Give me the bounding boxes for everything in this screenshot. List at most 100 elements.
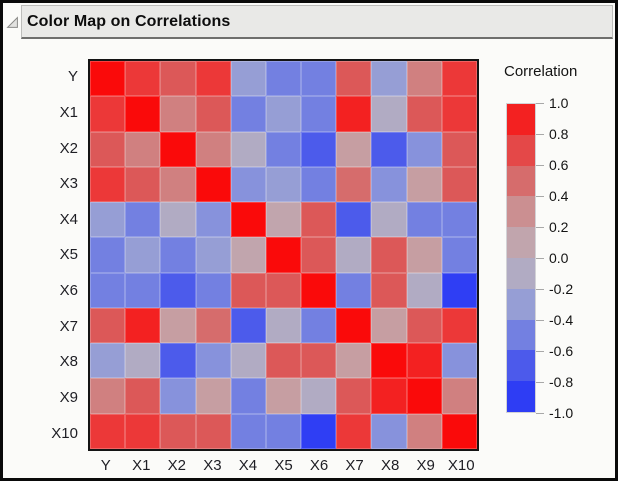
heatmap-cell[interactable] <box>195 166 231 203</box>
heatmap-cell[interactable] <box>406 272 442 308</box>
heatmap-cell[interactable] <box>336 343 372 379</box>
heatmap-cell[interactable] <box>230 61 266 97</box>
heatmap-cell[interactable] <box>301 61 337 97</box>
heatmap-cell[interactable] <box>90 272 126 308</box>
heatmap-cell[interactable] <box>125 202 161 238</box>
heatmap-cell[interactable] <box>230 307 266 344</box>
heatmap-cell[interactable] <box>265 96 302 132</box>
section-title-strip[interactable]: Color Map on Correlations <box>21 5 613 39</box>
heatmap-cell[interactable] <box>125 413 161 449</box>
heatmap-cell[interactable] <box>441 96 477 132</box>
heatmap-cell[interactable] <box>230 378 266 414</box>
heatmap-cell[interactable] <box>160 202 196 238</box>
heatmap-cell[interactable] <box>160 237 196 273</box>
heatmap-cell[interactable] <box>125 96 161 132</box>
heatmap-cell[interactable] <box>195 96 231 132</box>
heatmap-cell[interactable] <box>336 131 372 167</box>
heatmap-cell[interactable] <box>265 166 302 203</box>
heatmap-cell[interactable] <box>125 61 161 97</box>
heatmap-cell[interactable] <box>195 413 231 449</box>
heatmap-cell[interactable] <box>160 131 196 167</box>
heatmap-cell[interactable] <box>125 378 161 414</box>
heatmap-cell[interactable] <box>441 307 477 344</box>
heatmap-cell[interactable] <box>230 131 266 167</box>
heatmap-cell[interactable] <box>160 166 196 203</box>
heatmap-cell[interactable] <box>441 378 477 414</box>
heatmap-cell[interactable] <box>230 237 266 273</box>
heatmap-cell[interactable] <box>301 413 337 449</box>
heatmap-cell[interactable] <box>336 413 372 449</box>
heatmap-cell[interactable] <box>90 307 126 344</box>
disclosure-triangle-icon[interactable] <box>4 5 21 39</box>
heatmap-cell[interactable] <box>406 307 442 344</box>
heatmap-cell[interactable] <box>441 202 477 238</box>
heatmap-cell[interactable] <box>371 96 407 132</box>
heatmap-cell[interactable] <box>371 166 407 203</box>
heatmap-cell[interactable] <box>441 343 477 379</box>
heatmap-cell[interactable] <box>371 307 407 344</box>
heatmap-cell[interactable] <box>125 272 161 308</box>
heatmap-cell[interactable] <box>160 307 196 344</box>
heatmap-cell[interactable] <box>160 413 196 449</box>
heatmap-cell[interactable] <box>336 96 372 132</box>
heatmap-cell[interactable] <box>125 307 161 344</box>
heatmap-cell[interactable] <box>265 343 302 379</box>
heatmap-cell[interactable] <box>406 131 442 167</box>
heatmap-cell[interactable] <box>336 378 372 414</box>
heatmap-cell[interactable] <box>195 61 231 97</box>
heatmap-cell[interactable] <box>230 413 266 449</box>
heatmap-cell[interactable] <box>301 237 337 273</box>
heatmap-cell[interactable] <box>125 131 161 167</box>
heatmap-cell[interactable] <box>230 166 266 203</box>
heatmap-cell[interactable] <box>195 343 231 379</box>
heatmap-cell[interactable] <box>406 96 442 132</box>
heatmap-cell[interactable] <box>301 202 337 238</box>
heatmap-cell[interactable] <box>195 237 231 273</box>
heatmap-cell[interactable] <box>265 131 302 167</box>
heatmap-cell[interactable] <box>371 272 407 308</box>
heatmap-cell[interactable] <box>90 378 126 414</box>
heatmap-cell[interactable] <box>125 166 161 203</box>
heatmap-cell[interactable] <box>406 61 442 97</box>
heatmap-cell[interactable] <box>441 237 477 273</box>
heatmap-cell[interactable] <box>265 413 302 449</box>
heatmap-cell[interactable] <box>371 131 407 167</box>
heatmap-cell[interactable] <box>336 61 372 97</box>
heatmap-cell[interactable] <box>265 307 302 344</box>
heatmap-cell[interactable] <box>195 272 231 308</box>
heatmap-cell[interactable] <box>90 166 126 203</box>
heatmap-cell[interactable] <box>230 96 266 132</box>
heatmap-cell[interactable] <box>160 272 196 308</box>
heatmap-cell[interactable] <box>336 307 372 344</box>
heatmap-cell[interactable] <box>336 166 372 203</box>
heatmap-cell[interactable] <box>265 378 302 414</box>
heatmap-cell[interactable] <box>195 307 231 344</box>
heatmap-cell[interactable] <box>441 131 477 167</box>
heatmap-cell[interactable] <box>371 61 407 97</box>
heatmap-cell[interactable] <box>371 202 407 238</box>
heatmap-cell[interactable] <box>301 272 337 308</box>
heatmap-cell[interactable] <box>125 343 161 379</box>
heatmap-cell[interactable] <box>441 61 477 97</box>
heatmap-cell[interactable] <box>160 61 196 97</box>
heatmap-cell[interactable] <box>406 166 442 203</box>
heatmap-cell[interactable] <box>406 202 442 238</box>
heatmap-cell[interactable] <box>301 131 337 167</box>
heatmap-cell[interactable] <box>371 237 407 273</box>
heatmap-cell[interactable] <box>230 343 266 379</box>
heatmap-cell[interactable] <box>441 166 477 203</box>
heatmap-cell[interactable] <box>265 237 302 273</box>
heatmap-cell[interactable] <box>406 413 442 449</box>
heatmap-cell[interactable] <box>125 237 161 273</box>
heatmap-cell[interactable] <box>301 343 337 379</box>
heatmap-cell[interactable] <box>265 61 302 97</box>
heatmap-cell[interactable] <box>90 202 126 238</box>
heatmap-cell[interactable] <box>371 343 407 379</box>
heatmap-cell[interactable] <box>160 96 196 132</box>
heatmap-cell[interactable] <box>371 413 407 449</box>
heatmap-cell[interactable] <box>301 378 337 414</box>
heatmap-cell[interactable] <box>265 272 302 308</box>
heatmap-cell[interactable] <box>301 166 337 203</box>
heatmap-cell[interactable] <box>301 307 337 344</box>
heatmap-cell[interactable] <box>441 413 477 449</box>
